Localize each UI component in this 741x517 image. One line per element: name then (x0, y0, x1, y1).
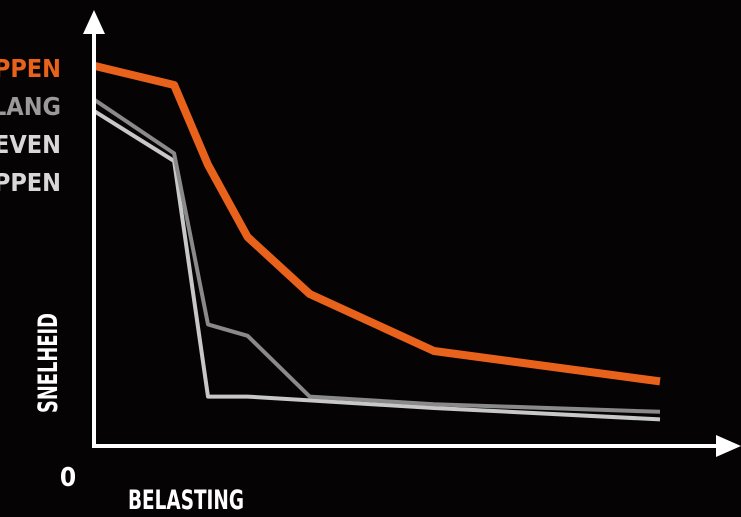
origin-label: 0 (60, 463, 76, 493)
y-axis-label: SNELHEID (33, 313, 64, 413)
x-axis-arrowhead (716, 435, 741, 457)
legend-label-1: APPEN (0, 54, 61, 83)
legend: APPEN SLANG REVEN APPEN (0, 54, 61, 197)
x-axis-label: BELASTING (128, 485, 244, 516)
y-axis-arrowhead (83, 10, 105, 34)
series-line-1 (95, 66, 660, 381)
legend-label-2: SLANG (0, 92, 61, 121)
series-layer (95, 66, 660, 419)
legend-label-3: REVEN (0, 130, 61, 159)
legend-label-4: APPEN (0, 168, 61, 197)
series-line-2 (95, 100, 660, 412)
